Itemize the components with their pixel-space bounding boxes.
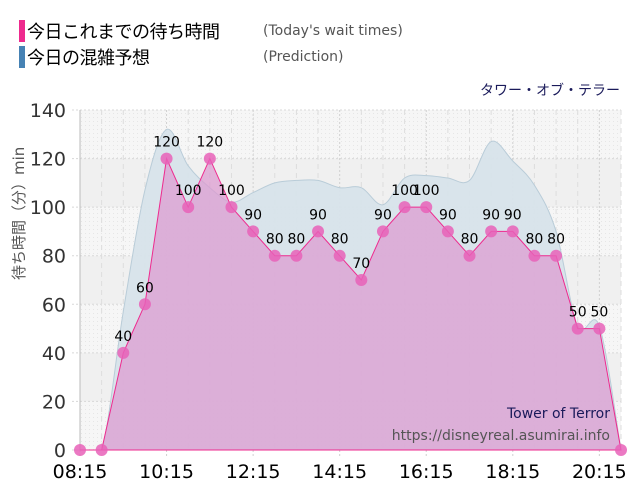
data-point[interactable] <box>95 444 108 456</box>
x-tick-label: 18:15 <box>485 461 540 483</box>
legend-label-jp: 今日の混雑予想 <box>27 48 150 69</box>
data-label: 100 <box>175 183 202 199</box>
data-point[interactable] <box>138 298 151 311</box>
data-label: 80 <box>266 232 284 248</box>
data-label: 70 <box>352 256 370 272</box>
data-point[interactable] <box>117 346 130 359</box>
y-tick-label: 60 <box>42 294 66 316</box>
data-point[interactable] <box>485 225 498 238</box>
data-point[interactable] <box>615 444 627 456</box>
data-point[interactable] <box>333 249 346 262</box>
data-point[interactable] <box>571 322 584 335</box>
data-label: 90 <box>374 207 392 223</box>
data-point[interactable] <box>312 225 325 238</box>
x-tick-label: 10:15 <box>139 461 194 483</box>
x-tick-label: 12:15 <box>226 461 281 483</box>
legend-label-jp: 今日これまでの待ち時間 <box>27 22 220 43</box>
data-point[interactable] <box>376 225 389 238</box>
legend-item-today: 今日これまでの待ち時間 (Today's wait times) <box>19 18 403 44</box>
data-point[interactable] <box>528 249 541 262</box>
data-point[interactable] <box>160 152 173 165</box>
watermark-title: Tower of Terror <box>506 406 610 422</box>
data-label: 40 <box>114 329 132 345</box>
y-tick-label: 140 <box>30 100 66 122</box>
data-point[interactable] <box>441 225 454 238</box>
x-axis-ticks: 08:15 10:15 12:15 14:15 16:15 18:15 20:15 <box>53 461 627 483</box>
y-tick-label: 0 <box>54 440 66 462</box>
data-label: 100 <box>218 183 245 199</box>
data-point[interactable] <box>203 152 216 165</box>
legend-swatch-today <box>19 20 25 42</box>
watermark-url: https://disneyreal.asumirai.info <box>391 428 610 444</box>
data-point[interactable] <box>247 225 260 238</box>
y-tick-label: 100 <box>30 197 66 219</box>
data-label: 100 <box>391 183 418 199</box>
data-point[interactable] <box>463 249 476 262</box>
data-label: 90 <box>504 207 522 223</box>
data-label: 80 <box>331 232 349 248</box>
y-axis-ticks: 0 20 40 60 80 100 120 140 <box>30 100 66 462</box>
data-label: 90 <box>244 207 262 223</box>
data-point[interactable] <box>506 225 519 238</box>
x-tick-label: 20:15 <box>572 461 627 483</box>
data-label: 80 <box>547 232 565 248</box>
data-label: 60 <box>136 280 154 296</box>
legend-item-prediction: 今日の混雑予想 (Prediction) <box>19 44 403 70</box>
data-label: 90 <box>309 207 327 223</box>
data-point[interactable] <box>593 322 606 335</box>
data-point[interactable] <box>550 249 563 262</box>
data-label: 50 <box>590 305 608 321</box>
chart-legend: 今日これまでの待ち時間 (Today's wait times) 今日の混雑予想… <box>19 18 403 70</box>
data-label: 80 <box>287 232 305 248</box>
x-tick-label: 16:15 <box>399 461 454 483</box>
data-point[interactable] <box>398 201 411 214</box>
data-label: 90 <box>439 207 457 223</box>
legend-label-en: (Today's wait times) <box>263 23 403 39</box>
data-label: 120 <box>153 135 180 151</box>
x-tick-label: 14:15 <box>312 461 367 483</box>
attraction-name: タワー・オブ・テラー <box>480 83 620 99</box>
data-label: 80 <box>526 232 544 248</box>
y-tick-label: 20 <box>42 391 66 413</box>
data-point[interactable] <box>420 201 433 214</box>
data-point[interactable] <box>290 249 303 262</box>
data-point[interactable] <box>74 444 86 456</box>
legend-swatch-prediction <box>19 46 25 68</box>
data-label: 90 <box>482 207 500 223</box>
data-label: 120 <box>196 135 223 151</box>
y-tick-label: 40 <box>42 343 66 365</box>
data-label: 100 <box>413 183 440 199</box>
today-wait-points <box>74 152 627 456</box>
y-tick-label: 80 <box>42 246 66 268</box>
y-axis-label: 待ち時間（分）min <box>10 146 28 280</box>
data-label: 50 <box>569 305 587 321</box>
data-point[interactable] <box>355 274 368 286</box>
data-label: 80 <box>461 232 479 248</box>
data-point[interactable] <box>182 201 195 214</box>
x-tick-label: 08:15 <box>53 461 108 483</box>
y-tick-label: 120 <box>30 149 66 171</box>
data-point[interactable] <box>268 249 281 262</box>
data-point[interactable] <box>225 201 238 214</box>
legend-label-en: (Prediction) <box>263 49 344 65</box>
